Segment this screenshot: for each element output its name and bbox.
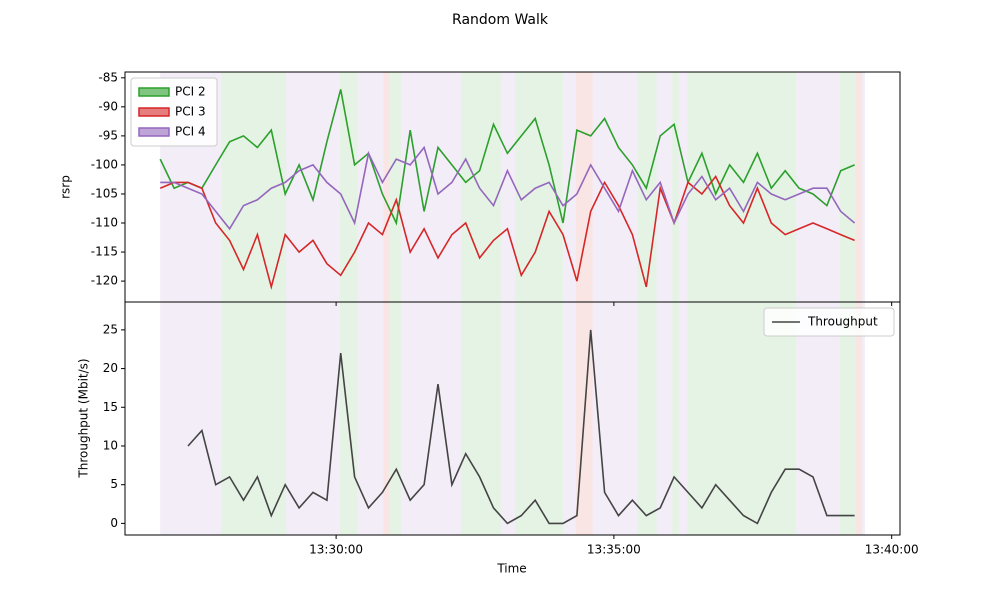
y-tick-label: -105 — [91, 186, 118, 200]
serving-region — [678, 72, 688, 302]
y-tick-label: 10 — [103, 438, 118, 452]
legend-swatch — [138, 107, 170, 117]
y-tick-label: -120 — [91, 274, 118, 288]
serving-region — [862, 72, 865, 302]
y-tick-label: -90 — [98, 99, 118, 113]
serving-region — [796, 302, 840, 535]
serving-region — [678, 302, 688, 535]
legend-swatch — [138, 127, 170, 137]
data-line — [159, 174, 855, 291]
serving-region — [500, 302, 516, 535]
legend-label: PCI 4 — [175, 125, 206, 139]
serving-region — [855, 72, 863, 302]
plot-area — [159, 72, 865, 302]
y-tick-label: -95 — [98, 128, 118, 142]
y-axis-label: Throughput (Mbit/s) — [77, 358, 91, 478]
serving-region — [400, 302, 462, 535]
data-line — [159, 89, 855, 226]
serving-region — [672, 72, 679, 302]
y-tick-label: 5 — [110, 477, 118, 491]
serving-region — [796, 72, 840, 302]
serving-region — [286, 302, 340, 535]
serving-region — [855, 302, 863, 535]
serving-region — [592, 302, 638, 535]
serving-region — [687, 72, 797, 302]
y-tick-label: -85 — [98, 70, 118, 84]
chart-title: Random Walk — [452, 12, 549, 28]
serving-region — [656, 72, 673, 302]
serving-region — [672, 302, 679, 535]
x-tick-label: 13:30:00 — [309, 543, 363, 557]
axes-frame — [124, 301, 901, 536]
serving-region — [687, 302, 797, 535]
serving-region — [339, 72, 358, 302]
legend-box — [763, 307, 895, 337]
serving-region — [388, 72, 401, 302]
serving-region — [575, 72, 593, 302]
serving-region — [592, 72, 638, 302]
y-tick-label: -100 — [91, 157, 118, 171]
plot-area — [160, 302, 865, 535]
data-line — [160, 145, 856, 231]
serving-region — [515, 302, 563, 535]
serving-region — [221, 302, 287, 535]
x-tick-label: 13:40:00 — [865, 543, 919, 557]
y-tick-label: 15 — [103, 400, 118, 414]
y-tick-label: 0 — [110, 516, 118, 530]
serving-region — [839, 302, 856, 535]
serving-region — [862, 302, 865, 535]
serving-region — [500, 72, 516, 302]
y-tick-label: -115 — [91, 245, 118, 259]
y-tick-label: -110 — [91, 216, 118, 230]
serving-region — [562, 302, 576, 535]
legend-swatch — [138, 87, 170, 97]
serving-region — [400, 72, 462, 302]
serving-region — [562, 72, 576, 302]
serving-region — [461, 72, 501, 302]
legend-label: PCI 3 — [175, 105, 206, 119]
serving-region — [461, 302, 501, 535]
serving-region — [839, 72, 856, 302]
x-tick-label: 13:35:00 — [587, 543, 641, 557]
y-axis-label: rsrp — [59, 175, 73, 199]
serving-region — [656, 302, 673, 535]
y-tick-label: 20 — [103, 361, 118, 375]
serving-region — [383, 72, 389, 302]
serving-region — [388, 302, 401, 535]
x-axis-label: Time — [496, 562, 526, 576]
serving-region — [286, 72, 340, 302]
serving-region — [160, 302, 222, 535]
serving-region — [383, 302, 389, 535]
serving-region — [637, 302, 657, 535]
serving-region — [357, 302, 384, 535]
legend-label: PCI 2 — [175, 85, 206, 99]
legend-label: Throughput — [807, 315, 878, 329]
data-line — [187, 329, 855, 525]
y-tick-label: 25 — [103, 322, 118, 336]
